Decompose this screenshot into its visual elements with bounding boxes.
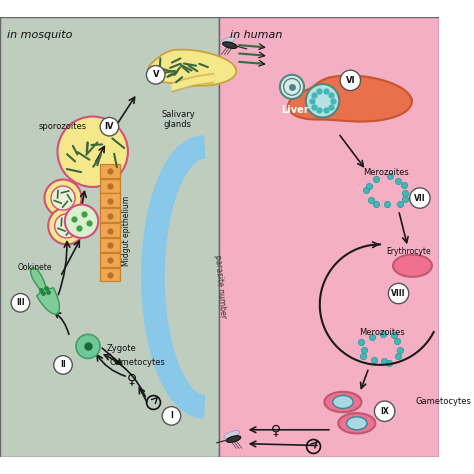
Text: Liver: Liver [281,105,309,115]
Circle shape [280,75,304,99]
Text: in mosquito: in mosquito [8,30,73,40]
Ellipse shape [333,395,353,409]
Text: Erythrocyte: Erythrocyte [386,247,431,256]
Ellipse shape [338,413,375,434]
Text: ♀: ♀ [127,372,137,386]
Circle shape [388,283,409,304]
Ellipse shape [393,255,432,277]
Circle shape [65,205,98,238]
FancyBboxPatch shape [100,268,120,282]
Text: III: III [16,298,25,307]
Text: IX: IX [380,407,389,416]
Text: Gametocytes: Gametocytes [415,398,471,407]
Ellipse shape [224,430,240,438]
Circle shape [162,407,181,425]
Circle shape [57,117,128,187]
Polygon shape [148,50,236,86]
Ellipse shape [223,42,237,48]
Circle shape [340,70,361,91]
Ellipse shape [324,392,362,412]
Ellipse shape [227,436,241,442]
Polygon shape [288,75,412,121]
Circle shape [54,356,73,374]
Text: Merozoites: Merozoites [360,328,405,337]
Text: ♀: ♀ [271,423,281,437]
Ellipse shape [220,36,236,45]
Circle shape [100,118,118,136]
Circle shape [11,293,30,312]
Text: Gametocytes: Gametocytes [109,358,165,367]
Circle shape [306,84,339,118]
Text: Zygote: Zygote [107,344,137,353]
Bar [219,18,439,456]
Text: II: II [60,360,66,369]
Circle shape [48,207,85,245]
Circle shape [76,334,100,358]
Text: Merozoites: Merozoites [364,168,409,177]
Text: VIII: VIII [392,289,406,298]
FancyBboxPatch shape [100,164,120,178]
Polygon shape [31,268,59,314]
Text: Salivary
glands: Salivary glands [161,110,195,129]
FancyBboxPatch shape [100,179,120,192]
Text: parasite number: parasite number [213,254,228,319]
Bar [0,18,219,456]
FancyBboxPatch shape [100,208,120,222]
Circle shape [45,180,82,217]
Text: V: V [153,70,159,79]
Polygon shape [142,136,204,418]
Text: in human: in human [230,30,282,40]
FancyBboxPatch shape [100,223,120,237]
Text: sporozoites: sporozoites [39,122,87,131]
Text: VI: VI [346,76,355,85]
Text: Ookinete: Ookinete [18,263,53,272]
Circle shape [410,188,430,208]
Text: IV: IV [105,122,114,131]
Circle shape [55,214,79,238]
FancyBboxPatch shape [100,253,120,267]
Text: VII: VII [414,193,426,202]
FancyBboxPatch shape [100,193,120,207]
Ellipse shape [346,417,367,430]
Text: Midgut epithelium: Midgut epithelium [122,195,131,265]
FancyBboxPatch shape [100,238,120,252]
Circle shape [146,65,165,84]
Circle shape [374,401,395,421]
Circle shape [51,186,75,210]
Text: I: I [170,411,173,420]
